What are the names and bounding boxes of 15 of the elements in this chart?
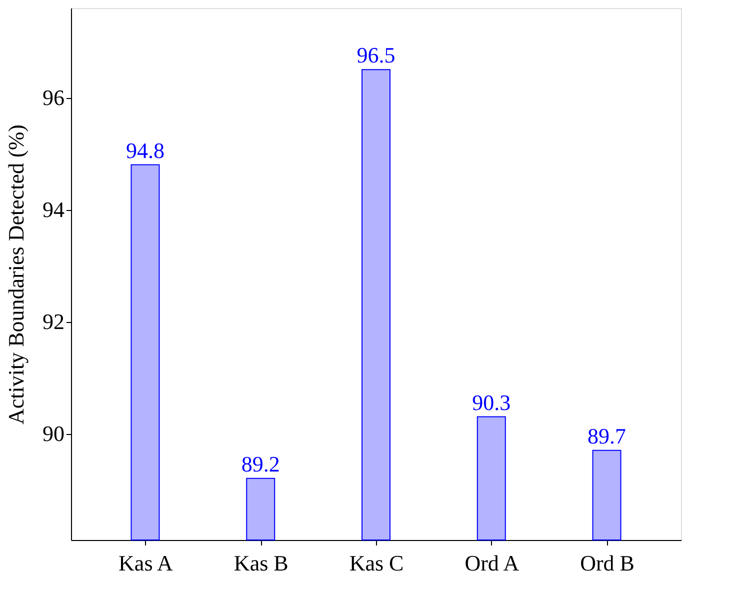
x-tick-label: Kas C <box>349 550 404 576</box>
x-tick-label: Ord A <box>464 550 520 576</box>
y-tick-label: 90 <box>42 421 64 446</box>
data-label: 89.2 <box>241 451 280 476</box>
data-label: 90.3 <box>472 390 511 415</box>
y-tick-label: 92 <box>42 309 64 334</box>
x-tick-label: Ord B <box>580 550 634 576</box>
x-tick-label: Kas B <box>234 550 288 576</box>
y-tick-label: 96 <box>42 85 64 110</box>
y-axis-title: Activity Boundaries Detected (%) <box>4 124 28 424</box>
y-tick-label: 94 <box>42 197 64 222</box>
data-label: 96.5 <box>356 42 396 68</box>
x-tick-label: Kas A <box>118 550 174 576</box>
data-label: 94.8 <box>126 138 164 163</box>
data-label: 89.7 <box>588 423 626 448</box>
